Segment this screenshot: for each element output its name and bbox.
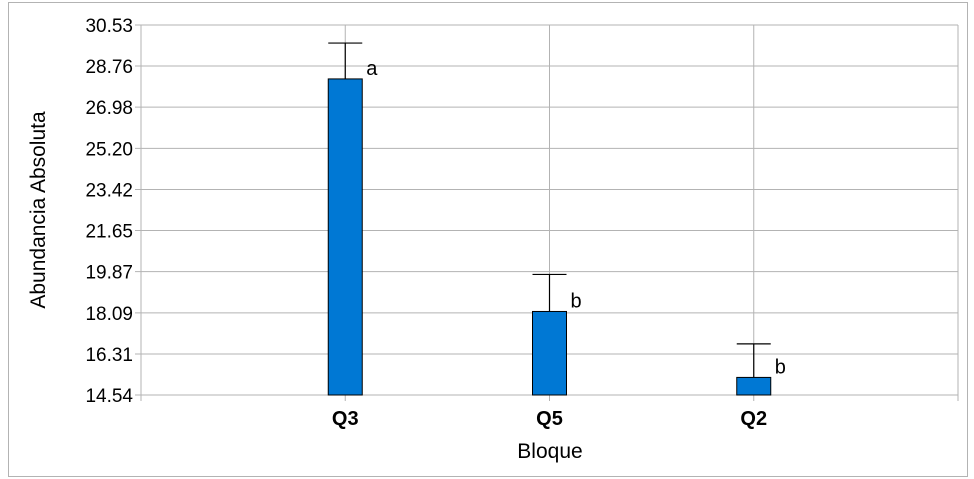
bar-q2	[736, 376, 772, 396]
y-tick-labels: 30.53 28.76 26.98 25.20 23.42 21.65 19.87 18.09…	[85, 16, 133, 407]
annotation-q3: a	[366, 58, 378, 80]
y-tick-label: 30.53	[85, 16, 133, 37]
x-tick-label: Q3	[332, 408, 359, 430]
y-tick-label: 21.65	[85, 221, 133, 242]
y-tick-label: 16.31	[85, 345, 133, 366]
bar-q3	[327, 78, 363, 396]
y-tick-label: 14.54	[85, 386, 133, 407]
y-tick-label: 23.42	[85, 181, 133, 202]
x-tick-label: Q2	[740, 408, 767, 430]
y-tick-label: 18.09	[85, 304, 133, 325]
y-tick-label: 28.76	[85, 57, 133, 78]
y-tick-label: 19.87	[85, 263, 133, 284]
chart-frame	[8, 2, 968, 477]
bars: a b b	[327, 42, 786, 396]
annotation-q5: b	[571, 290, 582, 312]
y-axis-label: Abundancia Absoluta	[27, 111, 50, 309]
y-tick-label: 26.98	[85, 98, 133, 119]
x-axis-label: Bloque	[517, 440, 582, 463]
x-tick-labels: Q3 Q5 Q2	[332, 408, 767, 430]
y-tick-label: 25.20	[85, 139, 133, 160]
x-tick-label: Q5	[536, 408, 563, 430]
bar-q5	[532, 310, 567, 396]
annotation-q2: b	[775, 356, 786, 378]
